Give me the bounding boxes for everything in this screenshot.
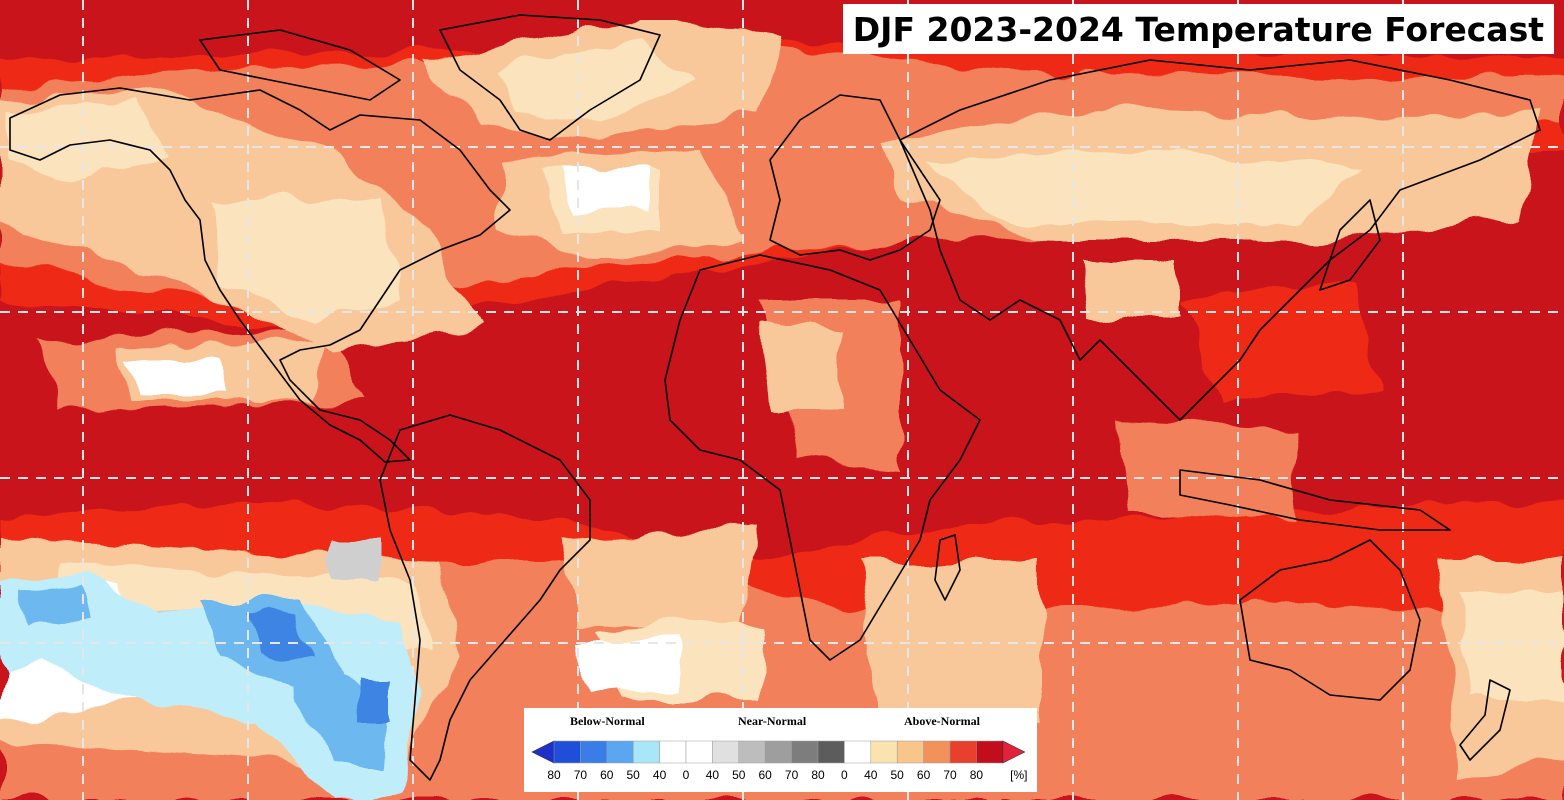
shade-above50 bbox=[760, 330, 840, 410]
shade-above60 bbox=[1120, 420, 1300, 520]
legend-tick-label: 60 bbox=[600, 768, 614, 782]
legend-swatch bbox=[738, 740, 766, 764]
shade-above40 bbox=[500, 40, 700, 120]
legend-swatch bbox=[632, 740, 660, 764]
legend-arrow-above bbox=[1002, 740, 1026, 764]
legend-tick-label: 70 bbox=[943, 768, 957, 782]
legend-tick-label: 0 bbox=[841, 768, 848, 782]
shade-above40 bbox=[930, 150, 1360, 220]
legend-swatch bbox=[553, 740, 581, 764]
legend-tick-label: 60 bbox=[916, 768, 931, 782]
legend-tick-label: 40 bbox=[652, 768, 667, 782]
africa-outline bbox=[664, 254, 981, 661]
shade-near-normal bbox=[560, 170, 650, 210]
legend-tick-label: 50 bbox=[890, 768, 904, 782]
legend-swatch bbox=[659, 740, 687, 764]
legend-swatch bbox=[764, 740, 792, 764]
japan-outline bbox=[1319, 199, 1381, 291]
shade-near-normal bbox=[580, 640, 680, 690]
legend-swatch bbox=[976, 740, 1004, 764]
coastlines bbox=[9, 14, 1541, 781]
australia-outline bbox=[1239, 539, 1421, 701]
legend-category-near: Near-Normal bbox=[738, 714, 807, 728]
legend-swatch bbox=[685, 740, 713, 764]
north-america-outline bbox=[9, 87, 511, 463]
legend-swatch bbox=[844, 740, 872, 764]
shade-near-normal bbox=[330, 540, 380, 580]
legend-colorbar bbox=[531, 740, 1026, 764]
legend-tick-label: 40 bbox=[864, 768, 878, 782]
legend-swatch bbox=[712, 740, 740, 764]
probability-shading bbox=[0, 20, 1564, 800]
legend-tick-label: 0 bbox=[682, 768, 690, 782]
legend-swatch bbox=[580, 740, 608, 764]
indonesia-outline bbox=[1179, 469, 1451, 531]
legend-swatch bbox=[949, 740, 977, 764]
legend-tick-label: 80 bbox=[969, 768, 984, 782]
legend-category-above: Above-Normal bbox=[904, 714, 980, 728]
shade-below60 bbox=[20, 585, 90, 625]
legend-tick-label: 80 bbox=[811, 768, 825, 782]
legend-tick-label: 70 bbox=[784, 768, 799, 782]
europe-outline bbox=[769, 94, 941, 261]
legend-tick-label: 80 bbox=[547, 768, 561, 782]
legend-tick-label: 60 bbox=[758, 768, 772, 782]
legend-tick-label: 40 bbox=[705, 768, 720, 782]
shade-above40 bbox=[1460, 590, 1564, 700]
south-america-outline bbox=[379, 414, 591, 781]
legend-swatches bbox=[531, 740, 1026, 764]
legend-swatch bbox=[606, 740, 634, 764]
shade-above50 bbox=[560, 530, 760, 640]
legend-swatch bbox=[870, 740, 898, 764]
shade-below70 bbox=[360, 680, 390, 720]
map-title: DJF 2023-2024 Temperature Forecast bbox=[852, 9, 1544, 49]
madagascar-outline bbox=[934, 534, 961, 601]
shade-below50 bbox=[0, 570, 420, 800]
shade-below70 bbox=[250, 610, 310, 660]
legend-swatch bbox=[896, 740, 924, 764]
map-title-box: DJF 2023-2024 Temperature Forecast bbox=[842, 4, 1554, 54]
legend-swatch bbox=[791, 740, 819, 764]
new-zealand-outline bbox=[1459, 679, 1511, 761]
legend-tick-label: 70 bbox=[573, 768, 588, 782]
legend-category-below: Below-Normal bbox=[570, 714, 645, 728]
legend-swatch bbox=[923, 740, 951, 764]
legend-swatch bbox=[817, 740, 845, 764]
legend-arrow-below bbox=[531, 740, 555, 764]
shade-above50 bbox=[860, 560, 1040, 720]
legend-tick-label: 50 bbox=[732, 768, 746, 782]
shade-above40 bbox=[210, 200, 400, 320]
arctic-islands-outline bbox=[199, 29, 401, 101]
legend: Below-Normal Near-Normal Above-Normal 80… bbox=[524, 708, 1037, 792]
asia-outline bbox=[899, 59, 1541, 421]
shade-above40 bbox=[10, 100, 170, 180]
legend-tick-label: 50 bbox=[626, 768, 640, 782]
legend-unit-label: [%] bbox=[1010, 768, 1028, 782]
shade-near-normal bbox=[130, 360, 220, 395]
greenland-outline bbox=[439, 14, 661, 141]
shade-above50 bbox=[1080, 260, 1180, 320]
